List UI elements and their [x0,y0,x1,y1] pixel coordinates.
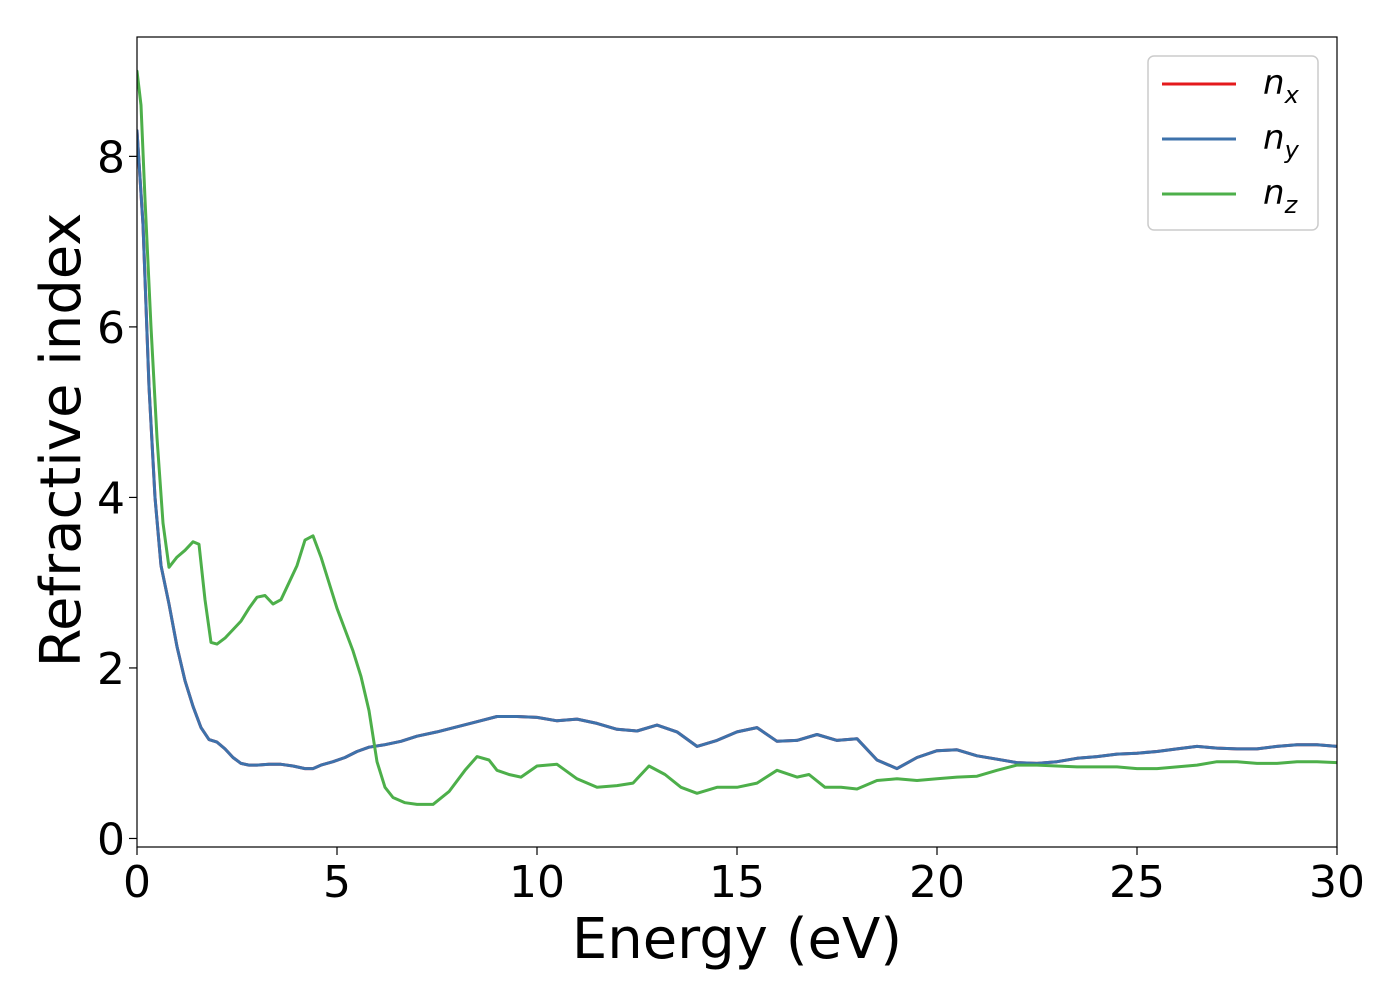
series-line-ny [137,129,1337,771]
y-tick-label: 2 [97,644,125,695]
ticks-layer: 0 5 10 15 20 25 30 0 2 4 6 8 [97,132,1365,908]
x-tick-label: 5 [323,857,351,908]
x-tick-label: 20 [909,857,965,908]
legend-box [1147,55,1319,231]
y-tick-label: 0 [97,814,125,865]
legend-label-ny: ny [1263,118,1300,164]
y-tick-label: 4 [97,473,125,524]
x-axis-title: Energy (eV) [572,907,902,972]
x-tick-label: 15 [709,857,765,908]
x-tick-label: 25 [1109,857,1165,908]
series-line-nz [137,69,1337,806]
y-tick-label: 6 [97,303,125,354]
y-axis-title: Refractive index [29,213,94,668]
x-tick-label: 30 [1309,857,1365,908]
series-layer [137,69,1337,806]
y-tick-label: 8 [97,132,125,183]
legend: nx ny nz [1147,55,1319,231]
x-tick-label: 0 [123,857,151,908]
x-tick-label: 10 [509,857,565,908]
legend-label-nx: nx [1263,63,1300,109]
legend-label-nz: nz [1263,173,1299,219]
